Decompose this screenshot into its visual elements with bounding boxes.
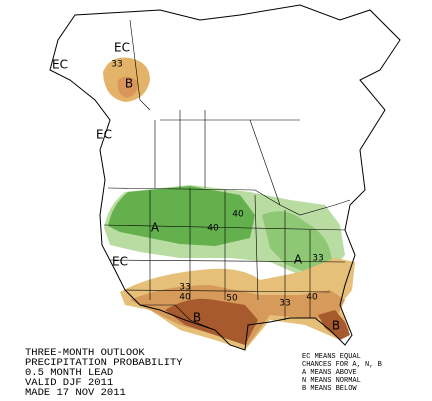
legend-line: CHANCES FOR A, N, B	[302, 361, 382, 369]
contour-label: 33	[179, 283, 190, 293]
legend-line: N MEANS NORMAL	[302, 377, 361, 385]
title-line: MADE 17 NOV 2011	[25, 387, 126, 399]
title-line: THREE-MONTH OUTLOOK	[25, 347, 145, 359]
map-label: A	[151, 221, 160, 235]
above-dark	[108, 186, 255, 246]
legend-line: EC MEANS EQUAL	[302, 353, 361, 361]
below-dark-florida	[318, 310, 350, 340]
contour-label: 33	[312, 254, 323, 264]
contour-label: 40	[179, 293, 191, 303]
contour-label: 33	[279, 299, 290, 309]
us-canada-border	[107, 187, 351, 216]
title-line: PRECIPITATION PROBABILITY	[25, 357, 183, 369]
province-lines	[154, 110, 300, 206]
contour-label: 50	[226, 294, 238, 304]
us-mexico-border	[140, 304, 216, 331]
title-line: 0.5 MONTH LEAD	[25, 367, 113, 379]
alaska-border	[129, 19, 151, 111]
above-mid	[262, 211, 332, 272]
contour-label: 33	[111, 60, 122, 70]
coastline	[49, 4, 401, 351]
map-label: B	[193, 311, 201, 325]
map-label: A	[294, 253, 303, 267]
contour-label: 40	[207, 224, 219, 234]
legend-line: A MEANS ABOVE	[302, 369, 357, 377]
map-label: EC	[114, 41, 130, 55]
below-alaska	[117, 76, 138, 98]
title-line: VALID DJF 2011	[25, 377, 113, 389]
map-label: EC	[112, 255, 128, 269]
state-lines	[103, 188, 346, 320]
contour-label: 40	[306, 293, 318, 303]
map-label: B	[332, 319, 340, 333]
contour-label: 40	[232, 210, 244, 220]
map-label: B	[125, 77, 133, 91]
map-label: EC	[52, 58, 68, 72]
map-label: EC	[96, 128, 112, 142]
below-dark-texas	[165, 298, 258, 345]
legend-line: B MEANS BELOW	[302, 385, 357, 393]
